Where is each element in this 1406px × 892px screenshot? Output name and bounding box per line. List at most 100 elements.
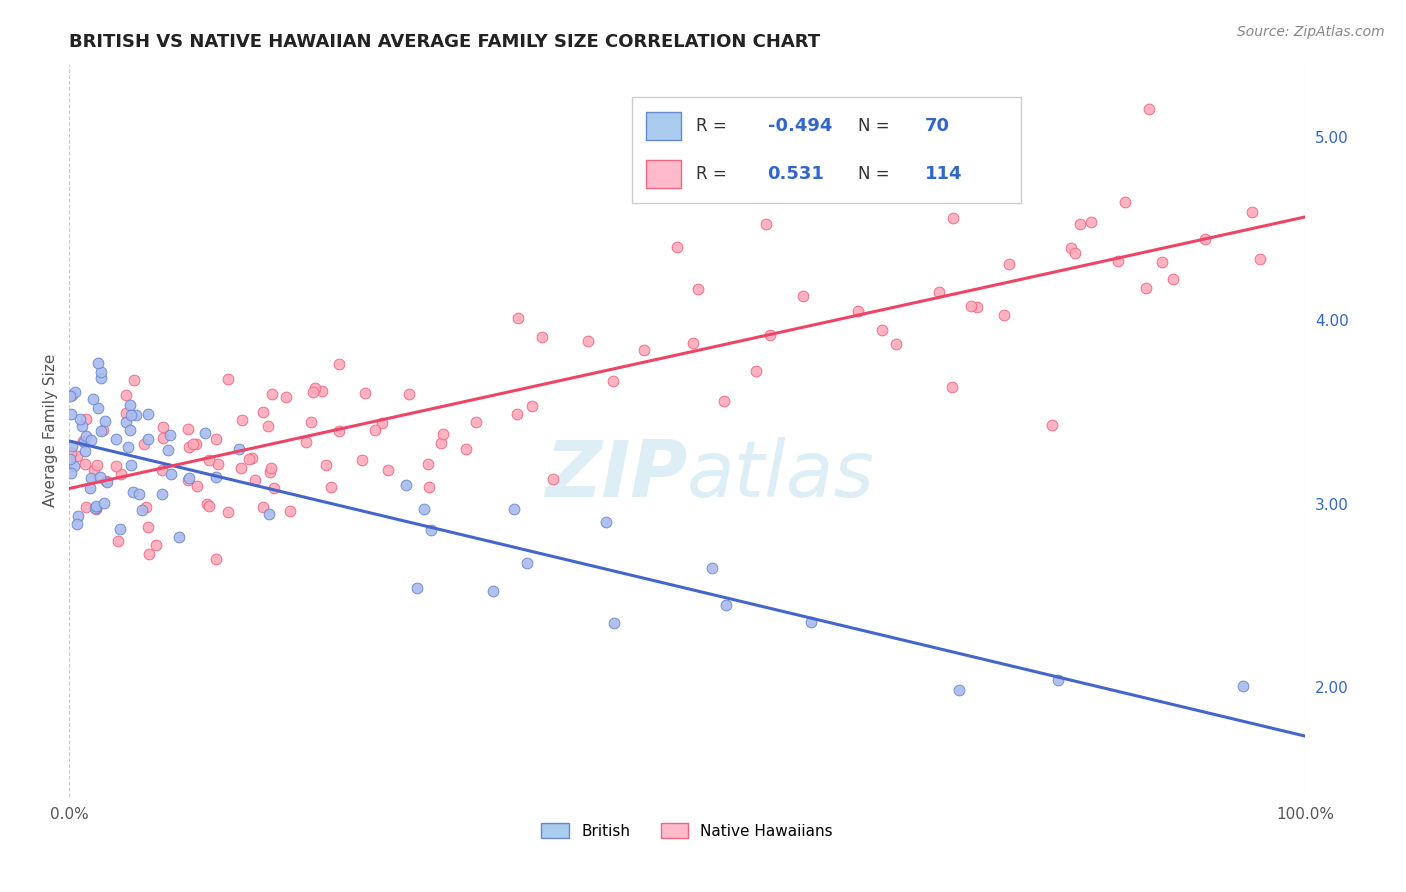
Point	[96, 475, 118, 489]
Point	[204, 432, 226, 446]
Point	[86, 458, 108, 472]
Point	[115, 406, 138, 420]
Point	[278, 504, 301, 518]
Point	[94, 414, 117, 428]
Point	[145, 538, 167, 552]
Point	[107, 534, 129, 549]
Point	[301, 384, 323, 399]
Point	[84, 502, 107, 516]
Point	[228, 442, 250, 457]
Point	[304, 381, 326, 395]
Point	[122, 373, 145, 387]
Point	[131, 503, 153, 517]
Point	[75, 500, 97, 515]
Point	[195, 497, 218, 511]
Point	[118, 423, 141, 437]
Point	[418, 480, 440, 494]
Point	[884, 337, 907, 351]
Point	[1161, 272, 1184, 286]
Point	[800, 615, 823, 630]
Point	[1040, 418, 1063, 433]
Point	[240, 451, 263, 466]
Point	[91, 423, 114, 437]
Point	[150, 463, 173, 477]
Point	[1080, 215, 1102, 229]
Point	[928, 285, 950, 299]
Point	[157, 443, 180, 458]
Point	[90, 365, 112, 379]
Point	[65, 384, 87, 399]
Point	[432, 427, 454, 442]
Point	[576, 334, 599, 349]
Point	[159, 427, 181, 442]
Point	[73, 435, 96, 450]
Point	[66, 509, 89, 524]
Point	[63, 458, 86, 473]
Point	[89, 470, 111, 484]
Point	[959, 299, 981, 313]
Point	[506, 407, 529, 421]
Point	[177, 440, 200, 454]
Point	[257, 419, 280, 434]
Point	[420, 523, 443, 537]
Point	[122, 484, 145, 499]
Point	[319, 480, 342, 494]
Point	[1152, 255, 1174, 269]
FancyBboxPatch shape	[647, 160, 681, 187]
Point	[870, 324, 893, 338]
Point	[87, 401, 110, 415]
Point	[481, 584, 503, 599]
Point	[1063, 245, 1085, 260]
Point	[350, 453, 373, 467]
Text: -0.494: -0.494	[768, 117, 832, 135]
Point	[1069, 218, 1091, 232]
Point	[1114, 194, 1136, 209]
Point	[110, 522, 132, 536]
Point	[204, 552, 226, 566]
Point	[998, 257, 1021, 271]
Point	[115, 388, 138, 402]
Point	[429, 435, 451, 450]
Text: R =: R =	[696, 117, 733, 135]
Point	[124, 409, 146, 423]
Point	[75, 428, 97, 442]
Point	[104, 433, 127, 447]
Point	[295, 434, 318, 449]
Point	[60, 446, 83, 460]
Point	[328, 424, 350, 438]
Point	[181, 437, 204, 451]
Point	[311, 384, 333, 398]
Point	[502, 502, 524, 516]
Point	[688, 282, 710, 296]
Point	[72, 419, 94, 434]
Y-axis label: Average Family Size: Average Family Size	[44, 354, 58, 508]
Point	[207, 457, 229, 471]
Point	[745, 364, 768, 378]
Point	[993, 309, 1015, 323]
Text: 0.531: 0.531	[768, 165, 824, 183]
Point	[58, 452, 80, 467]
Point	[79, 470, 101, 484]
Text: atlas: atlas	[688, 436, 875, 513]
Point	[138, 547, 160, 561]
Point	[364, 423, 387, 437]
Point	[75, 411, 97, 425]
Point	[263, 481, 285, 495]
Point	[110, 467, 132, 481]
Point	[238, 451, 260, 466]
Text: ZIP: ZIP	[546, 436, 688, 513]
Point	[82, 392, 104, 407]
Point	[217, 372, 239, 386]
Point	[198, 499, 221, 513]
Point	[328, 357, 350, 371]
Point	[84, 499, 107, 513]
Point	[1232, 679, 1254, 693]
Point	[792, 289, 814, 303]
Point	[118, 398, 141, 412]
Point	[73, 457, 96, 471]
Point	[83, 463, 105, 477]
Point	[167, 530, 190, 544]
Point	[1107, 253, 1129, 268]
Point	[231, 413, 253, 427]
Point	[177, 473, 200, 487]
